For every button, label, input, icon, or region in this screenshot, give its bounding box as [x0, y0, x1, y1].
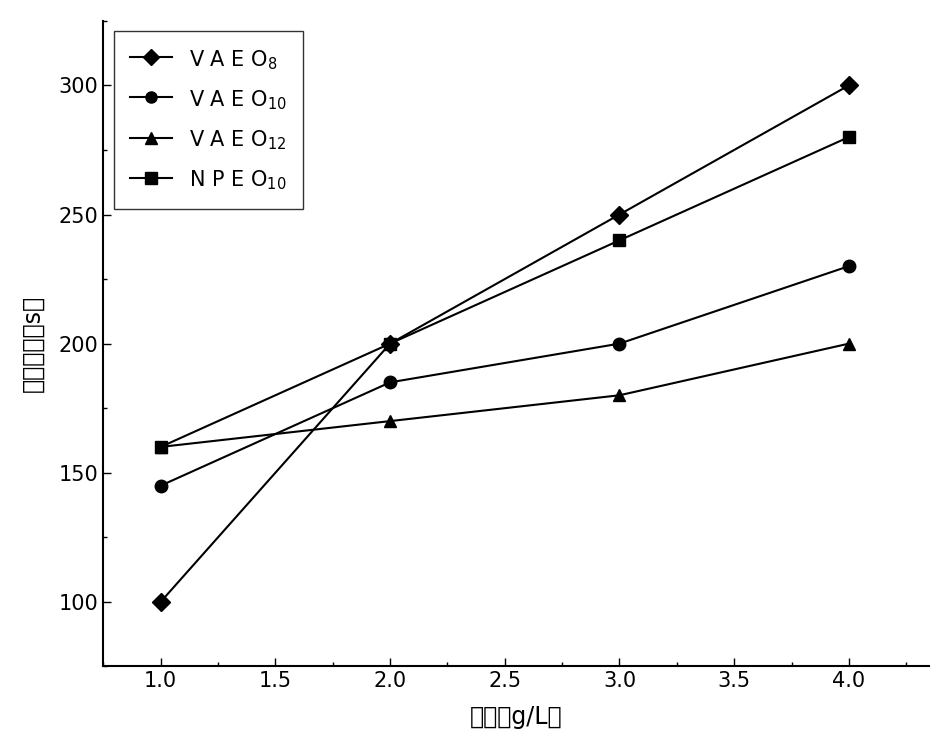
X-axis label: 浓度（g/L）: 浓度（g/L）	[470, 705, 562, 729]
Legend: V A E O$_{8}$, V A E O$_{10}$, V A E O$_{12}$, N P E O$_{10}$: V A E O$_{8}$, V A E O$_{10}$, V A E O$_…	[114, 32, 303, 209]
Y-axis label: 乔化性能（s）: 乔化性能（s）	[21, 295, 45, 392]
